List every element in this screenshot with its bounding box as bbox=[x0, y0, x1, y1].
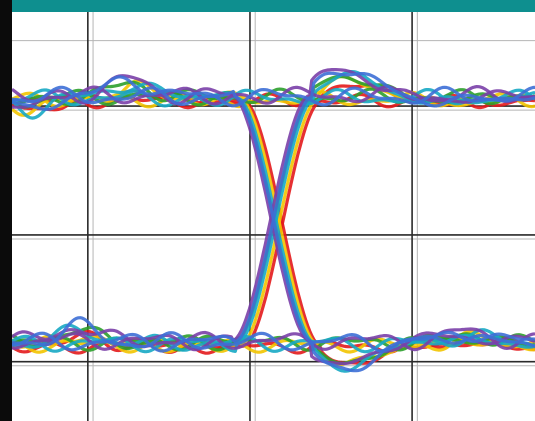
trace-low-5 bbox=[11, 316, 535, 353]
trace-falling-5 bbox=[11, 85, 535, 373]
trace-high-5 bbox=[11, 75, 535, 111]
frame-top-bar bbox=[0, 0, 535, 12]
signal-traces bbox=[10, 68, 535, 373]
frame-left-bar bbox=[0, 0, 12, 421]
